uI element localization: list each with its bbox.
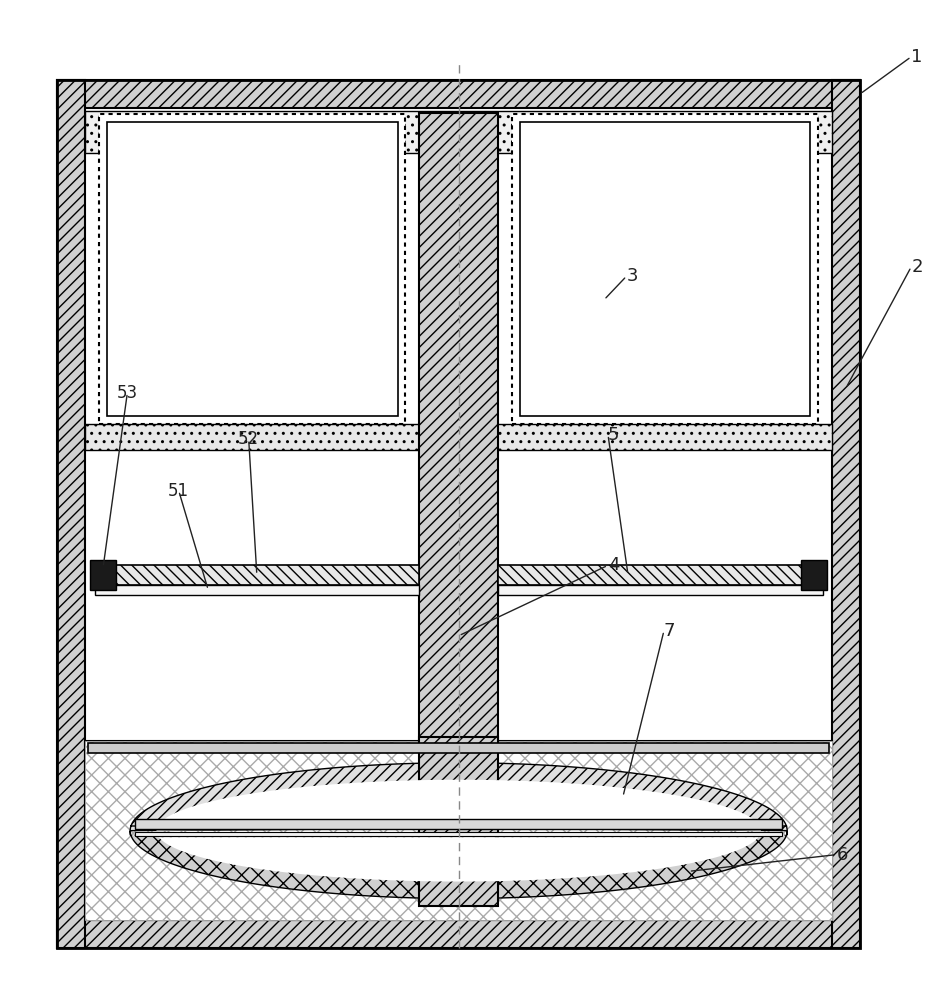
Bar (95, 585, 419, 595)
Bar (135, 832, 782, 836)
FancyBboxPatch shape (512, 114, 818, 424)
Text: 51: 51 (168, 482, 189, 500)
Bar (85, 741, 832, 920)
Bar (419, 737, 498, 906)
PathPatch shape (130, 831, 787, 899)
Text: 3: 3 (626, 267, 638, 285)
Text: 53: 53 (117, 384, 138, 402)
Bar (57, 80, 860, 948)
Bar (85, 741, 832, 920)
Bar (107, 122, 398, 416)
Bar (85, 111, 832, 153)
Text: 4: 4 (608, 556, 620, 574)
Text: 7: 7 (664, 622, 676, 640)
Bar (95, 565, 419, 585)
Bar (832, 80, 860, 948)
Bar (57, 920, 860, 948)
Text: 1: 1 (912, 48, 923, 66)
Bar (57, 80, 860, 108)
Bar (419, 113, 498, 741)
Text: 52: 52 (238, 430, 259, 448)
Bar (498, 565, 823, 585)
Text: 2: 2 (912, 258, 923, 276)
FancyBboxPatch shape (99, 114, 405, 424)
Text: 5: 5 (608, 426, 620, 444)
PathPatch shape (156, 780, 761, 831)
Bar (135, 819, 782, 829)
Text: 6: 6 (837, 846, 848, 864)
Bar (57, 80, 85, 948)
Bar (801, 560, 827, 590)
Bar (88, 743, 829, 753)
Bar (519, 122, 811, 416)
Bar (498, 585, 823, 595)
Bar (85, 424, 832, 450)
PathPatch shape (156, 831, 761, 882)
Bar (90, 560, 116, 590)
PathPatch shape (130, 763, 787, 831)
